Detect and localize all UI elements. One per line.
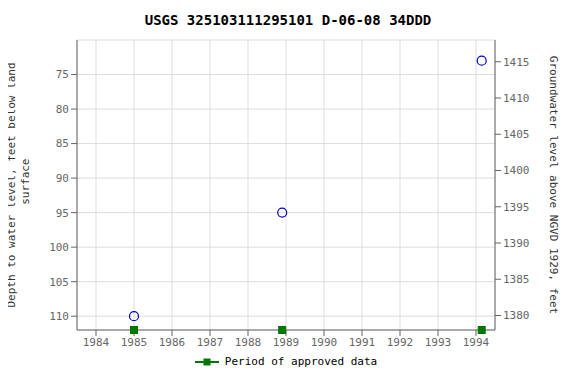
svg-text:90: 90 xyxy=(56,172,69,185)
svg-text:105: 105 xyxy=(49,276,69,289)
svg-text:110: 110 xyxy=(49,310,69,323)
svg-text:1987: 1987 xyxy=(197,336,224,349)
svg-text:1986: 1986 xyxy=(159,336,186,349)
svg-text:Groundwater level above NGVD 1: Groundwater level above NGVD 1929, feet xyxy=(547,56,560,314)
svg-text:1405: 1405 xyxy=(503,128,530,141)
svg-text:1991: 1991 xyxy=(349,336,376,349)
svg-text:1993: 1993 xyxy=(425,336,452,349)
svg-text:80: 80 xyxy=(56,103,69,116)
svg-text:1985: 1985 xyxy=(121,336,148,349)
svg-text:75: 75 xyxy=(56,68,69,81)
svg-text:1395: 1395 xyxy=(503,201,530,214)
svg-text:1988: 1988 xyxy=(235,336,262,349)
svg-text:1990: 1990 xyxy=(311,336,338,349)
svg-text:1390: 1390 xyxy=(503,237,530,250)
svg-text:1400: 1400 xyxy=(503,164,530,177)
svg-text:Depth to water level, feet bel: Depth to water level, feet below land su… xyxy=(8,62,32,307)
svg-text:1989: 1989 xyxy=(273,336,300,349)
svg-text:1380: 1380 xyxy=(503,309,530,322)
svg-text:1415: 1415 xyxy=(503,56,530,69)
html-text:USGS 325103111295101 D-06-08 3: USGS 325103111295101 D-06-08 34DDD xyxy=(144,12,432,28)
svg-text:95: 95 xyxy=(56,207,69,220)
svg-text:100: 100 xyxy=(49,241,69,254)
svg-text:1984: 1984 xyxy=(83,336,110,349)
svg-text:85: 85 xyxy=(56,137,69,150)
html-text:Period of approved data: Period of approved data xyxy=(224,355,378,368)
svg-text:1992: 1992 xyxy=(387,336,414,349)
svg-text:1385: 1385 xyxy=(503,273,530,286)
svg-text:1994: 1994 xyxy=(463,336,490,349)
svg-text:1410: 1410 xyxy=(503,92,530,105)
